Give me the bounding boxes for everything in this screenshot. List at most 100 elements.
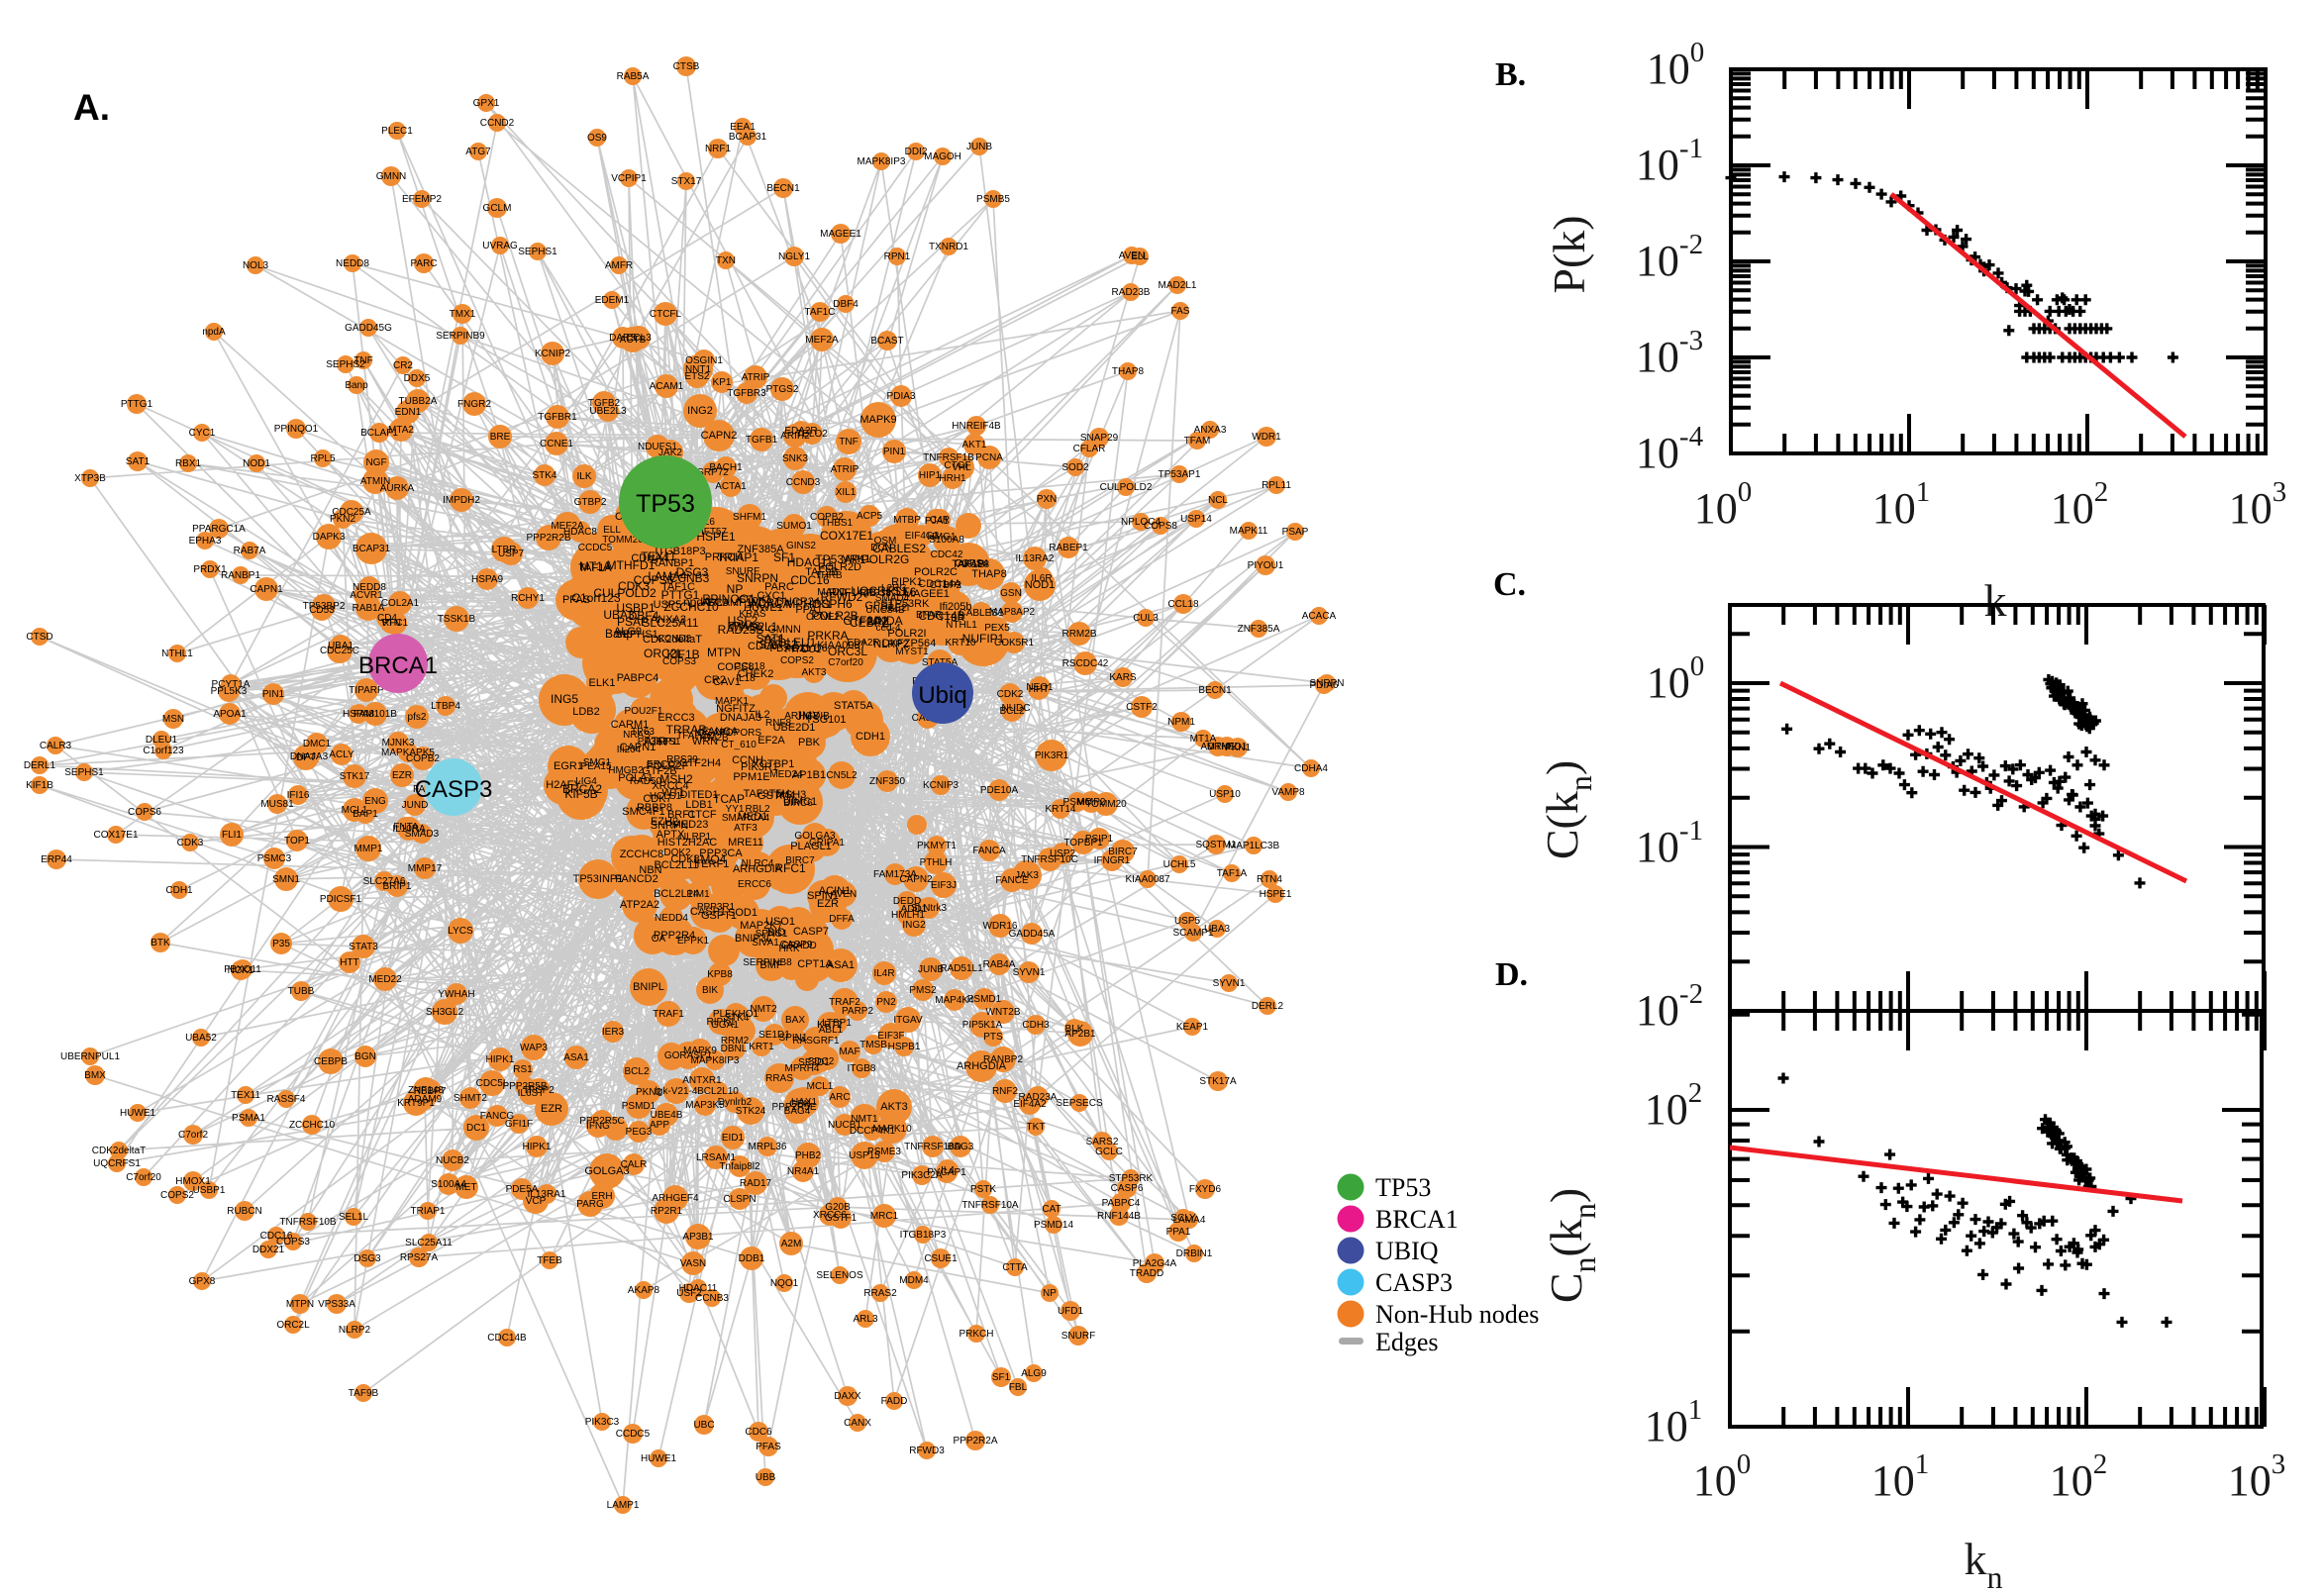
svg-text:NMT2: NMT2 <box>750 1004 777 1015</box>
svg-text:HSPE1: HSPE1 <box>696 530 736 544</box>
svg-text:COPS3: COPS3 <box>276 1237 310 1247</box>
svg-text:CANX: CANX <box>844 1418 871 1429</box>
svg-text:KLF6: KLF6 <box>888 585 917 599</box>
svg-text:SMN1: SMN1 <box>272 874 300 885</box>
svg-text:CCL18: CCL18 <box>1167 599 1199 610</box>
svg-text:FAM101B: FAM101B <box>354 709 397 720</box>
svg-text:ADRM1: ADRM1 <box>1200 742 1235 752</box>
svg-text:BCLAF1: BCLAF1 <box>360 428 398 439</box>
svg-text:MED22: MED22 <box>368 974 402 985</box>
svg-text:GPX1: GPX1 <box>473 98 500 109</box>
svg-text:TRAF1: TRAF1 <box>653 1009 684 1020</box>
svg-text:DITED1: DITED1 <box>679 789 718 801</box>
svg-text:AMFR: AMFR <box>605 260 633 271</box>
svg-text:PSMD14: PSMD14 <box>1034 1220 1073 1231</box>
svg-text:MAP8AP2: MAP8AP2 <box>989 607 1036 618</box>
svg-text:C4R: C4R <box>930 515 950 526</box>
svg-text:CDC14B: CDC14B <box>918 609 964 623</box>
svg-text:DCN: DCN <box>870 543 892 553</box>
svg-text:MUS81: MUS81 <box>260 799 294 810</box>
svg-text:LMO4: LMO4 <box>694 852 727 866</box>
svg-text:FLI1: FLI1 <box>222 830 242 841</box>
svg-text:DBF4: DBF4 <box>833 299 858 310</box>
svg-text:EF2A: EF2A <box>758 735 785 747</box>
svg-text:HSPA9: HSPA9 <box>471 574 503 585</box>
svg-text:PSMC3: PSMC3 <box>257 853 292 864</box>
svg-text:MYST1: MYST1 <box>895 647 929 657</box>
svg-text:CN5L2: CN5L2 <box>826 770 858 781</box>
svg-text:TEX11: TEX11 <box>641 549 676 563</box>
svg-text:SPIN1: SPIN1 <box>779 1033 808 1044</box>
svg-text:VASN: VASN <box>680 1258 707 1269</box>
svg-text:VPS33A: VPS33A <box>318 1299 355 1310</box>
svg-text:TP53AP1: TP53AP1 <box>815 552 866 566</box>
svg-text:TAF1C: TAF1C <box>805 307 836 318</box>
svg-text:UBE2I: UBE2I <box>881 603 910 614</box>
svg-text:RANBP1: RANBP1 <box>651 557 694 569</box>
svg-text:RANBP2: RANBP2 <box>983 1054 1023 1065</box>
svg-text:MAPK1: MAPK1 <box>715 696 749 707</box>
svg-text:SELENOS: SELENOS <box>816 1270 863 1281</box>
svg-text:AKT3: AKT3 <box>801 667 826 678</box>
svg-text:PARC: PARC <box>410 258 437 269</box>
svg-text:ACACA: ACACA <box>1302 611 1337 622</box>
svg-text:GSTF1: GSTF1 <box>825 1213 858 1224</box>
svg-text:TEX11: TEX11 <box>231 1090 260 1101</box>
svg-text:TOMM20: TOMM20 <box>602 535 644 546</box>
svg-text:EPPK1: EPPK1 <box>677 936 710 947</box>
svg-text:EZR: EZR <box>541 1103 562 1115</box>
svg-text:GMNN: GMNN <box>376 171 407 182</box>
svg-text:SCLY: SCLY <box>1170 1213 1196 1224</box>
svg-text:FANCG: FANCG <box>480 1111 515 1122</box>
svg-text:BCL2: BCL2 <box>999 706 1024 717</box>
svg-text:OA: OA <box>652 934 666 945</box>
svg-text:DDX5: DDX5 <box>404 373 431 384</box>
svg-text:PRKCH: PRKCH <box>959 1329 993 1340</box>
svg-text:RNF8: RNF8 <box>765 718 792 729</box>
svg-text:CAPN2: CAPN2 <box>899 874 933 885</box>
svg-text:TIPARP: TIPARP <box>349 685 384 696</box>
svg-text:TNFRSF10A: TNFRSF10A <box>961 1200 1019 1211</box>
svg-text:ACTA1: ACTA1 <box>715 481 747 492</box>
svg-text:GSN: GSN <box>1000 588 1022 599</box>
svg-text:ENG: ENG <box>364 796 386 807</box>
svg-text:USF2: USF2 <box>676 1288 702 1299</box>
svg-text:CTCF: CTCF <box>687 809 717 821</box>
svg-text:PJA1: PJA1 <box>925 516 949 527</box>
svg-text:PABPC4: PABPC4 <box>1102 1198 1141 1209</box>
svg-text:TOPBP1: TOPBP1 <box>1063 838 1103 848</box>
svg-text:KPB8: KPB8 <box>707 969 733 980</box>
svg-text:BCAST: BCAST <box>870 336 903 347</box>
svg-text:TXNRD1: TXNRD1 <box>929 242 968 252</box>
svg-text:ADAM9: ADAM9 <box>408 1094 443 1105</box>
svg-text:BGN: BGN <box>354 1051 376 1062</box>
svg-text:Ifi205b: Ifi205b <box>939 601 971 613</box>
svg-text:HUWE1: HUWE1 <box>120 1108 156 1119</box>
svg-text:NTHL1: NTHL1 <box>161 648 193 659</box>
svg-text:pfs2: pfs2 <box>408 712 427 723</box>
svg-text:BIRC6: BIRC6 <box>783 798 813 809</box>
svg-text:DLEU1: DLEU1 <box>146 735 178 746</box>
svg-text:BAX: BAX <box>785 1015 805 1026</box>
svg-text:LDB2: LDB2 <box>572 706 600 718</box>
svg-text:MAGEE1: MAGEE1 <box>820 229 861 240</box>
svg-text:MAD2L1: MAD2L1 <box>1159 280 1197 291</box>
svg-text:NNT1: NNT1 <box>685 364 712 375</box>
svg-text:CCND2: CCND2 <box>480 118 515 129</box>
svg-text:ZCCHC10: ZCCHC10 <box>289 1120 336 1131</box>
svg-text:TRRAP: TRRAP <box>666 723 707 737</box>
svg-text:ARHGDIA: ARHGDIA <box>957 1060 1007 1072</box>
svg-text:SYVN1: SYVN1 <box>1013 967 1046 978</box>
svg-text:DPT: DPT <box>296 752 316 763</box>
svg-text:101: 101 <box>1872 476 1931 533</box>
svg-text:POLR2G: POLR2G <box>861 552 910 566</box>
svg-text:POLR2B: POLR2B <box>811 609 858 623</box>
svg-text:KCNIP3: KCNIP3 <box>923 780 960 791</box>
svg-text:PIN1: PIN1 <box>262 689 285 700</box>
svg-text:STK4: STK4 <box>532 470 556 481</box>
svg-text:NPLOC4: NPLOC4 <box>1121 517 1161 528</box>
svg-text:Tnfaip8l2: Tnfaip8l2 <box>719 1161 760 1172</box>
svg-text:PIYOU1: PIYOU1 <box>1248 560 1284 571</box>
svg-text:POLR2C: POLR2C <box>914 566 958 578</box>
svg-text:PLEKHO1: PLEKHO1 <box>713 1009 759 1020</box>
